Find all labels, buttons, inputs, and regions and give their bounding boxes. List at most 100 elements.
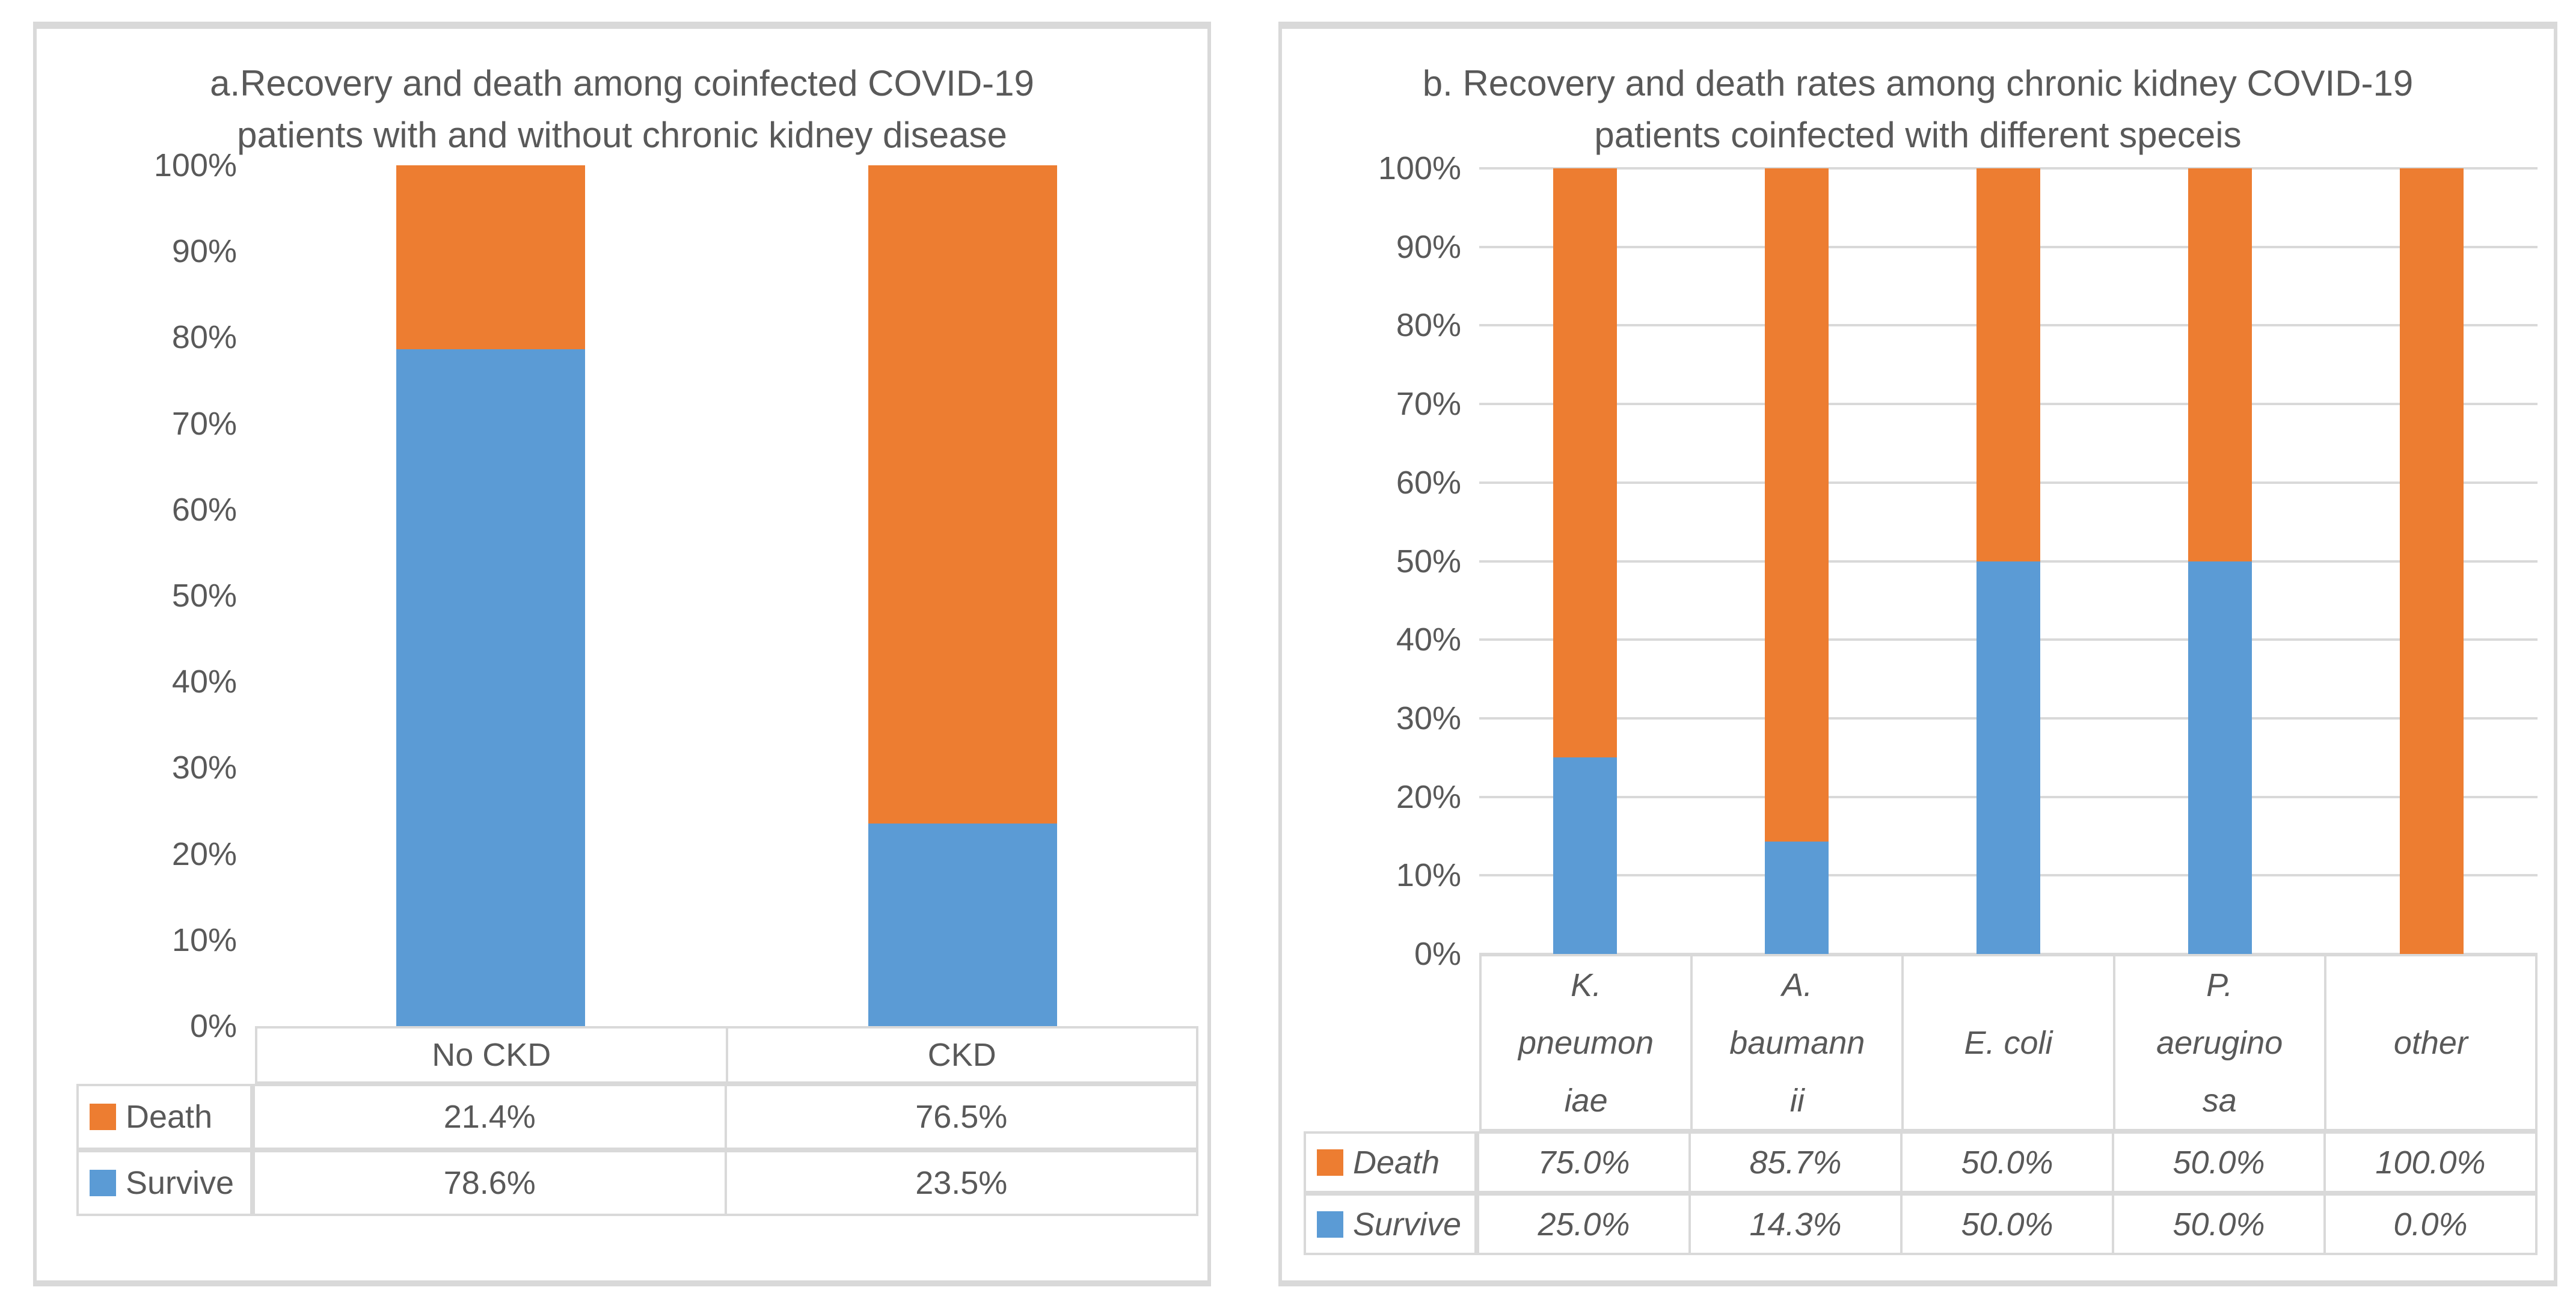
chart-a-title-line1: a.Recovery and death among coinfected CO…	[210, 63, 1034, 103]
category-header-cell: No CKD	[257, 1029, 726, 1081]
legend-label-death: Death	[1353, 1144, 1440, 1181]
bar-segment-survive	[1765, 842, 1829, 954]
category-label-line: other	[2393, 1024, 2468, 1061]
category-label: other	[2326, 1014, 2535, 1072]
y-tick-label: 100%	[1378, 150, 1461, 186]
category-header-cell: CKD	[725, 1029, 1197, 1081]
y-tick-label: 40%	[1396, 622, 1461, 658]
chart-a-title-line2: patients with and without chronic kidney…	[237, 115, 1007, 155]
category-label-line: E. coli	[1964, 1024, 2053, 1061]
legend-label-survive: Survive	[1353, 1206, 1462, 1243]
category-label-line: P.	[2206, 967, 2233, 1003]
table-value-cell: 50.0%	[1900, 1196, 2112, 1253]
category-header-row: K. pneumon iae A. baumann ii E. coli P. aerugino…	[1479, 954, 2538, 1131]
legend-label-survive: Survive	[126, 1165, 235, 1201]
bar-segment-survive	[2188, 561, 2252, 954]
table-value-cell: 25.0%	[1477, 1196, 1688, 1253]
legend-cell-survive: Survive	[1306, 1196, 1477, 1253]
y-tick-label: 80%	[171, 319, 237, 356]
table-value-cell: 50.0%	[1900, 1134, 2112, 1191]
category-header-cell: A. baumann ii	[1690, 956, 1901, 1129]
category-label: E. coli	[1904, 1014, 2112, 1072]
table-value-cell: 14.3%	[1688, 1196, 1900, 1253]
legend-label-death: Death	[126, 1099, 213, 1135]
y-tick-label: 30%	[171, 750, 237, 786]
category-label: A. baumann ii	[1693, 956, 1901, 1129]
category-label-line: ii	[1789, 1082, 1805, 1119]
y-tick-label: 60%	[171, 491, 237, 528]
category-label: CKD	[728, 1029, 1197, 1081]
y-tick-label: 40%	[171, 664, 237, 700]
category-label: P. aerugino sa	[2115, 956, 2324, 1129]
table-value-cell: 23.5%	[724, 1152, 1197, 1214]
category-label-line: aerugino	[2156, 1024, 2283, 1061]
category-label-line: baumann	[1729, 1024, 1865, 1061]
y-tick-label: 0%	[1414, 936, 1461, 972]
bar-segment-death	[2188, 168, 2252, 561]
legend-swatch-death	[90, 1104, 116, 1130]
bar-segment-survive	[1976, 561, 2040, 954]
y-tick-label: 100%	[153, 147, 237, 183]
category-header-cell: K. pneumon iae	[1482, 956, 1690, 1129]
bar-segment-death	[396, 165, 586, 350]
legend-swatch-death	[1317, 1149, 1343, 1176]
category-label-line: No CKD	[432, 1037, 551, 1073]
table-value-cell: 78.6%	[253, 1152, 725, 1214]
series-row-death: Death 75.0% 85.7% 50.0% 50.0% 100.0%	[1304, 1131, 2538, 1193]
table-value-cell: 75.0%	[1477, 1134, 1688, 1191]
series-row-death: Death 21.4% 76.5%	[76, 1084, 1198, 1150]
chart-b-title-line1: b. Recovery and death rates among chroni…	[1422, 63, 2414, 103]
chart-panel-a: a.Recovery and death among coinfected CO…	[33, 22, 1211, 1286]
legend-swatch-survive	[1317, 1211, 1343, 1238]
category-header-cell: E. coli	[1901, 956, 2112, 1129]
series-row-survive: Survive 78.6% 23.5%	[76, 1150, 1198, 1216]
chart-panel-b: b. Recovery and death rates among chroni…	[1278, 22, 2557, 1286]
y-tick-label: 10%	[171, 922, 237, 958]
category-label: No CKD	[257, 1029, 726, 1081]
category-label-line: A.	[1782, 967, 1813, 1003]
category-label: K. pneumon iae	[1482, 956, 1690, 1129]
y-tick-label: 50%	[171, 578, 237, 614]
y-tick-label: 0%	[189, 1008, 237, 1044]
table-value-cell: 50.0%	[2112, 1196, 2323, 1253]
category-label-line: pneumon	[1518, 1024, 1654, 1061]
table-value-cell: 50.0%	[2112, 1134, 2323, 1191]
legend-swatch-survive	[90, 1170, 116, 1196]
bar-segment-survive	[396, 349, 586, 1026]
chart-b-title: b. Recovery and death rates among chroni…	[1282, 58, 2554, 161]
bar-segment-death	[2400, 168, 2464, 954]
category-header-row: No CKD CKD	[255, 1026, 1198, 1084]
category-header-cell: other	[2323, 956, 2535, 1129]
bar-segment-death	[1553, 168, 1617, 758]
bar-segment-death	[1976, 168, 2040, 561]
category-header-cell: P. aerugino sa	[2112, 956, 2324, 1129]
table-value-cell: 100.0%	[2323, 1134, 2535, 1191]
bar-segment-survive	[1553, 757, 1617, 954]
y-tick-label: 90%	[1396, 228, 1461, 265]
series-row-survive: Survive 25.0% 14.3% 50.0% 50.0% 0.0%	[1304, 1193, 2538, 1255]
bar-segment-death	[1765, 168, 1829, 842]
y-tick-label: 30%	[1396, 700, 1461, 736]
table-value-cell: 76.5%	[724, 1086, 1197, 1148]
y-tick-label: 90%	[171, 233, 237, 270]
legend-cell-death: Death	[1306, 1134, 1477, 1191]
y-tick-label: 70%	[171, 405, 237, 442]
y-tick-label: 70%	[1396, 386, 1461, 423]
legend-cell-death: Death	[79, 1086, 253, 1148]
category-label-line: sa	[2202, 1082, 2237, 1119]
category-label-line: CKD	[927, 1037, 996, 1073]
bar-segment-death	[868, 165, 1057, 824]
y-tick-label: 60%	[1396, 464, 1461, 501]
table-value-cell: 21.4%	[253, 1086, 725, 1148]
legend-cell-survive: Survive	[79, 1152, 253, 1214]
y-tick-label: 20%	[1396, 778, 1461, 815]
chart-b-title-line2: patients coinfected with different spece…	[1594, 115, 2242, 155]
y-tick-label: 10%	[1396, 857, 1461, 894]
y-tick-label: 50%	[1396, 543, 1461, 579]
category-label-line: K.	[1571, 967, 1602, 1003]
table-value-cell: 0.0%	[2323, 1196, 2535, 1253]
category-label-line: iae	[1564, 1082, 1608, 1119]
table-value-cell: 85.7%	[1688, 1134, 1900, 1191]
chart-a-title: a.Recovery and death among coinfected CO…	[37, 58, 1207, 161]
